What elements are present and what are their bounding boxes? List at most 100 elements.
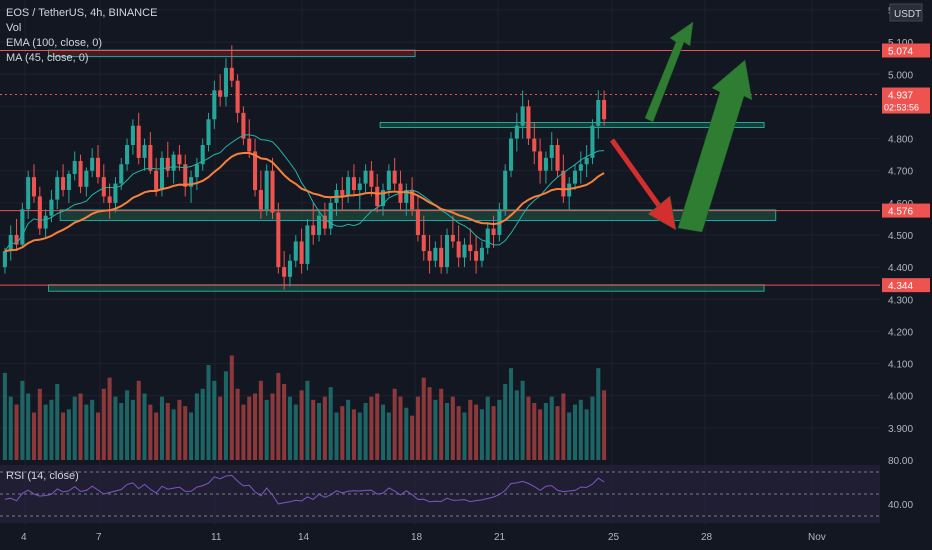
volume-bar (119, 403, 124, 460)
volume-bar (159, 396, 165, 460)
candle-body (369, 170, 374, 187)
candle-body (154, 170, 159, 190)
candle-body (78, 161, 83, 187)
volume-bar (55, 384, 60, 460)
candle-body (253, 151, 258, 190)
candle-body (444, 235, 450, 268)
price-tick-label: 4.500 (888, 231, 913, 242)
candle-body (555, 145, 560, 171)
volume-bar (270, 393, 275, 460)
volume-bar (590, 396, 595, 460)
volume-bar (276, 372, 281, 460)
bearish-arrow-icon (647, 195, 677, 231)
candle-body (538, 151, 543, 171)
volume-bar (20, 380, 25, 460)
volume-bar (346, 399, 351, 460)
rsi-indicator-label[interactable]: RSI (14, close) (6, 470, 79, 482)
volume-bar (340, 406, 345, 460)
volume-bar (421, 377, 426, 460)
candle-body (264, 170, 269, 210)
candle-body (183, 164, 188, 187)
volume-bar (491, 406, 496, 460)
volume-bar (229, 355, 234, 460)
volume-bar (171, 409, 176, 460)
candle-body (177, 154, 182, 165)
volume-bar (584, 409, 589, 460)
candle-body (171, 154, 176, 171)
candle-body (130, 125, 135, 145)
volume-bar (410, 415, 415, 460)
price-label-box (882, 87, 930, 114)
volume-bar (253, 393, 258, 460)
candle-body (375, 186, 380, 207)
volume-bar (398, 396, 403, 460)
volume-bar (177, 399, 182, 460)
volume-bar (148, 404, 153, 460)
candle-body (26, 177, 31, 210)
volume-bar (66, 409, 71, 460)
volume-bar (154, 412, 159, 460)
time-tick-label: 11 (211, 532, 222, 543)
candle-body (485, 228, 490, 248)
symbol-title[interactable]: EOS / TetherUS, 4h, BINANCE (6, 7, 158, 19)
candle-body (415, 209, 420, 235)
currency-badge (889, 3, 923, 22)
volume-bar (450, 396, 455, 460)
ema-line (4, 151, 605, 253)
candle-body (84, 170, 89, 187)
time-tick-label: 28 (701, 532, 713, 543)
price-tick-label: 4.700 (888, 167, 913, 178)
candle-body (119, 164, 124, 184)
bullish-arrow-icon (677, 59, 753, 233)
candle-body (404, 190, 409, 203)
volume-bar (101, 388, 106, 460)
candle-body (218, 90, 223, 97)
price-label-text: 4.344 (888, 281, 913, 292)
volume-bar (543, 403, 548, 460)
candle-body (468, 244, 473, 252)
candle-body (532, 138, 537, 152)
volume-bar (427, 387, 432, 460)
volume-bar (2, 372, 7, 460)
candle-body (340, 190, 345, 197)
ma-indicator-label[interactable]: MA (45, close, 0) (6, 52, 89, 64)
volume-bar (380, 404, 386, 460)
candle-body (503, 170, 508, 210)
candle-body (346, 177, 351, 197)
price-tick-label: 4.800 (888, 135, 913, 146)
candle-body (113, 183, 118, 203)
price-tick-label: 4.100 (888, 360, 913, 371)
chart-legend: EOS / TetherUS, 4h, BINANCE Vol EMA (100… (6, 6, 157, 66)
volume-bar (386, 412, 391, 460)
candle-body (200, 145, 205, 165)
candle-body (43, 215, 48, 229)
candle-body (136, 125, 141, 158)
volume-bar (37, 388, 42, 460)
volume-bar (351, 409, 356, 460)
candle-body (427, 251, 432, 261)
candle-body (474, 251, 479, 261)
price-tick-label: 4.200 (888, 327, 913, 338)
candle-body (2, 251, 7, 268)
candle-body (14, 235, 19, 245)
price-label-text: 5.074 (888, 47, 913, 58)
volume-bar (218, 396, 223, 460)
volume-bar (322, 396, 327, 460)
volume-bar (130, 399, 135, 460)
volume-bar (567, 412, 572, 460)
volume-indicator-label[interactable]: Vol (6, 22, 22, 34)
candle-body (194, 164, 199, 178)
ema-indicator-label[interactable]: EMA (100, close, 0) (6, 37, 102, 49)
candle-body (322, 215, 327, 229)
ma-line (4, 134, 605, 252)
currency-label: USDT (894, 9, 921, 20)
volume-bar (235, 388, 240, 460)
volume-bar (479, 409, 484, 460)
candle-body (276, 212, 281, 268)
candle-body (386, 170, 391, 190)
candle-body (392, 170, 397, 184)
candle-body (142, 145, 147, 158)
volume-bar (462, 412, 467, 460)
volume-bar (357, 412, 362, 460)
